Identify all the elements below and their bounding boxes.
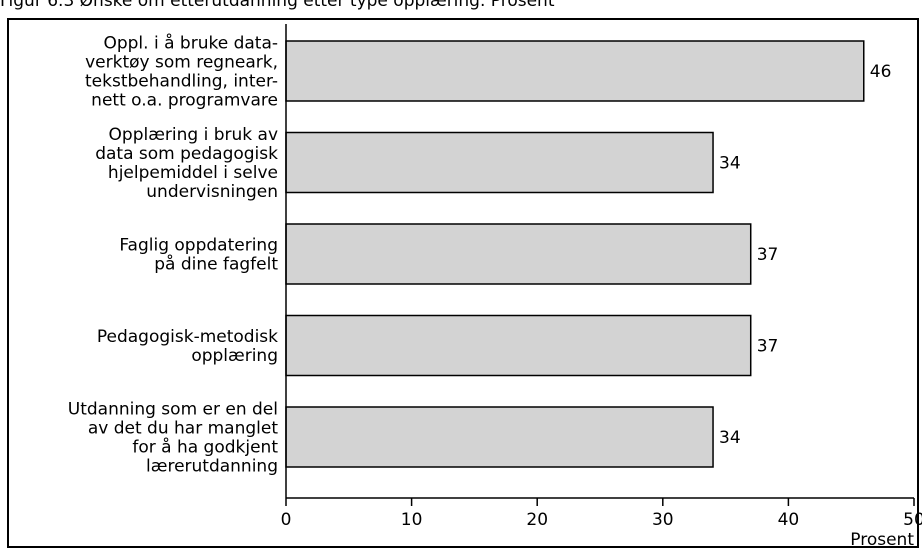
plot-frame (7, 18, 919, 548)
category-label-line: Pedagogisk-metodisk (97, 327, 278, 347)
bar (285, 314, 752, 377)
category-label: Pedagogisk-metodisk opplæring (97, 327, 278, 366)
bar (285, 131, 714, 194)
x-tick-label: 50 (903, 510, 922, 530)
x-tick-label: 20 (526, 510, 548, 530)
category-label: Oppl. i å bruke data-verktøy som regnear… (85, 33, 278, 111)
category-label-line: undervisningen (146, 182, 278, 202)
category-label: Faglig oppdatering på dine fagfelt (119, 236, 278, 275)
bar (285, 223, 752, 285)
chart-caption: Figur 6.3 Ønske om etterutdanning etter … (0, 0, 555, 11)
category-label-line: lærerutdanning (146, 457, 278, 477)
category-label-line: verktøy som regneark, (85, 53, 278, 73)
x-tick-label: 40 (778, 510, 800, 530)
category-label-line: Faglig oppdatering (119, 236, 278, 256)
x-tick-label: 10 (401, 510, 423, 530)
category-label: Utdanning som er en del av det du har man… (68, 400, 279, 477)
bar-value-label: 46 (870, 62, 892, 82)
bar (285, 406, 714, 468)
bar-value-label: 34 (719, 428, 741, 448)
category-label-line: hjelpemiddel i selve (108, 163, 278, 183)
category-label-line: av det du har manglet (88, 419, 278, 439)
category-label-line: for å ha godkjent (132, 437, 278, 458)
category-label-line: tekstbehandling, inter- (85, 72, 278, 92)
category-label: Opplæring i bruk av data som pedagogisk hj… (95, 125, 278, 202)
category-label-line: Opplæring i bruk av (109, 125, 278, 145)
category-label-line: data som pedagogisk (95, 144, 278, 164)
category-label-line: Utdanning som er en del (68, 400, 278, 420)
x-tick-label: 30 (652, 510, 674, 530)
category-label-line: nett o.a. programvare (91, 91, 278, 111)
x-axis-title: Prosent (850, 530, 914, 549)
category-label-line: Oppl. i å bruke data- (103, 33, 278, 54)
x-tick-label: 0 (281, 510, 292, 530)
category-label-line: på dine fagfelt (154, 254, 278, 275)
bar-value-label: 37 (757, 245, 779, 265)
bar-value-label: 37 (757, 337, 779, 357)
bar (285, 40, 865, 102)
bar-value-label: 34 (719, 154, 741, 174)
category-label-line: opplæring (191, 346, 278, 366)
